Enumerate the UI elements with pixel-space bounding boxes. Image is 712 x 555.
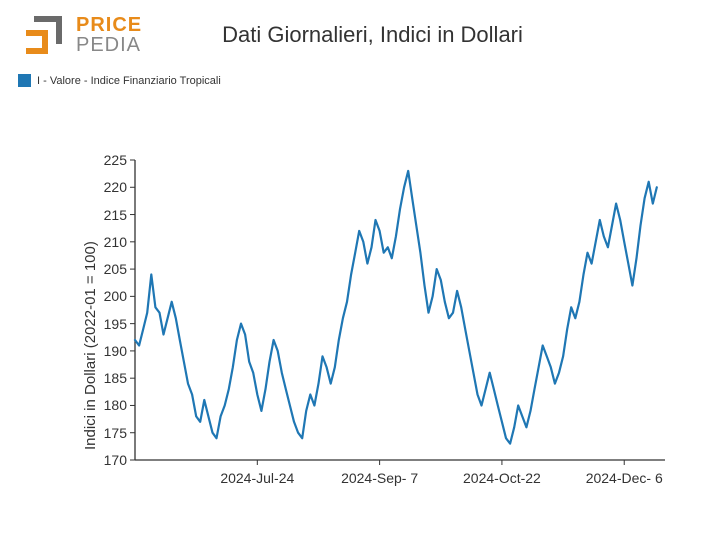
logo: PRICE PEDIA xyxy=(20,10,142,60)
chart-area: Indici in Dollari (2022-01 = 100) 170175… xyxy=(0,150,712,530)
y-tick-label: 195 xyxy=(97,316,127,332)
y-tick-label: 175 xyxy=(97,425,127,441)
legend-label: I - Valore - Indice Finanziario Tropical… xyxy=(37,75,221,87)
logo-text-top: PRICE xyxy=(76,15,142,35)
y-tick-label: 170 xyxy=(97,452,127,468)
y-tick-label: 205 xyxy=(97,261,127,277)
x-tick-label: 2024-Dec- 6 xyxy=(586,470,663,486)
chart-title: Dati Giornalieri, Indici in Dollari xyxy=(222,22,523,48)
y-tick-label: 200 xyxy=(97,288,127,304)
y-tick-label: 180 xyxy=(97,397,127,413)
logo-mark-icon xyxy=(20,10,70,60)
legend-swatch-icon xyxy=(18,74,31,87)
y-tick-label: 215 xyxy=(97,207,127,223)
y-tick-label: 220 xyxy=(97,179,127,195)
x-tick-label: 2024-Oct-22 xyxy=(463,470,541,486)
x-tick-label: 2024-Sep- 7 xyxy=(341,470,418,486)
header: PRICE PEDIA Dati Giornalieri, Indici in … xyxy=(0,0,712,60)
y-tick-label: 185 xyxy=(97,370,127,386)
logo-text-bottom: PEDIA xyxy=(76,35,142,55)
legend: I - Valore - Indice Finanziario Tropical… xyxy=(0,60,712,87)
logo-text: PRICE PEDIA xyxy=(76,15,142,55)
x-tick-label: 2024-Jul-24 xyxy=(220,470,294,486)
y-tick-label: 190 xyxy=(97,343,127,359)
y-tick-label: 225 xyxy=(97,152,127,168)
y-tick-label: 210 xyxy=(97,234,127,250)
